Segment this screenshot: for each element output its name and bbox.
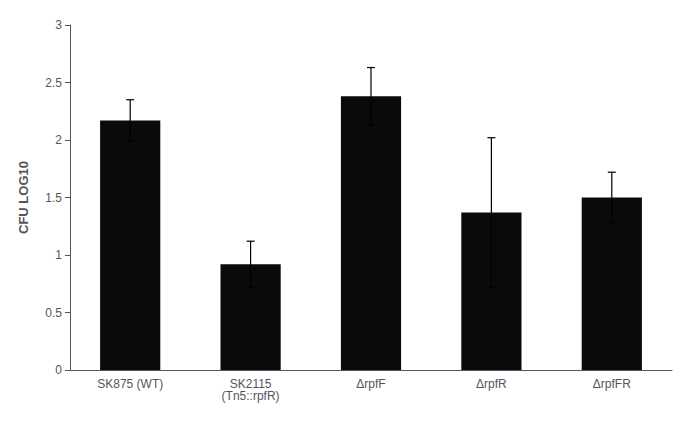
- svg-text:1.5: 1.5: [45, 191, 62, 205]
- svg-text:2: 2: [55, 133, 62, 147]
- svg-text:(Tn5::rpfR): (Tn5::rpfR): [222, 389, 280, 403]
- svg-text:SK2115: SK2115: [229, 377, 272, 391]
- svg-text:0: 0: [55, 363, 62, 377]
- svg-text:0.5: 0.5: [45, 306, 62, 320]
- svg-text:ΔrpfF: ΔrpfF: [356, 377, 385, 391]
- svg-text:3: 3: [55, 18, 62, 32]
- svg-text:CFU LOG10: CFU LOG10: [16, 161, 31, 234]
- svg-text:SK875 (WT): SK875 (WT): [97, 377, 163, 391]
- svg-text:ΔrpfFR: ΔrpfFR: [593, 377, 631, 391]
- svg-text:ΔrpfR: ΔrpfR: [476, 377, 507, 391]
- svg-text:2.5: 2.5: [45, 76, 62, 90]
- svg-text:1: 1: [55, 248, 62, 262]
